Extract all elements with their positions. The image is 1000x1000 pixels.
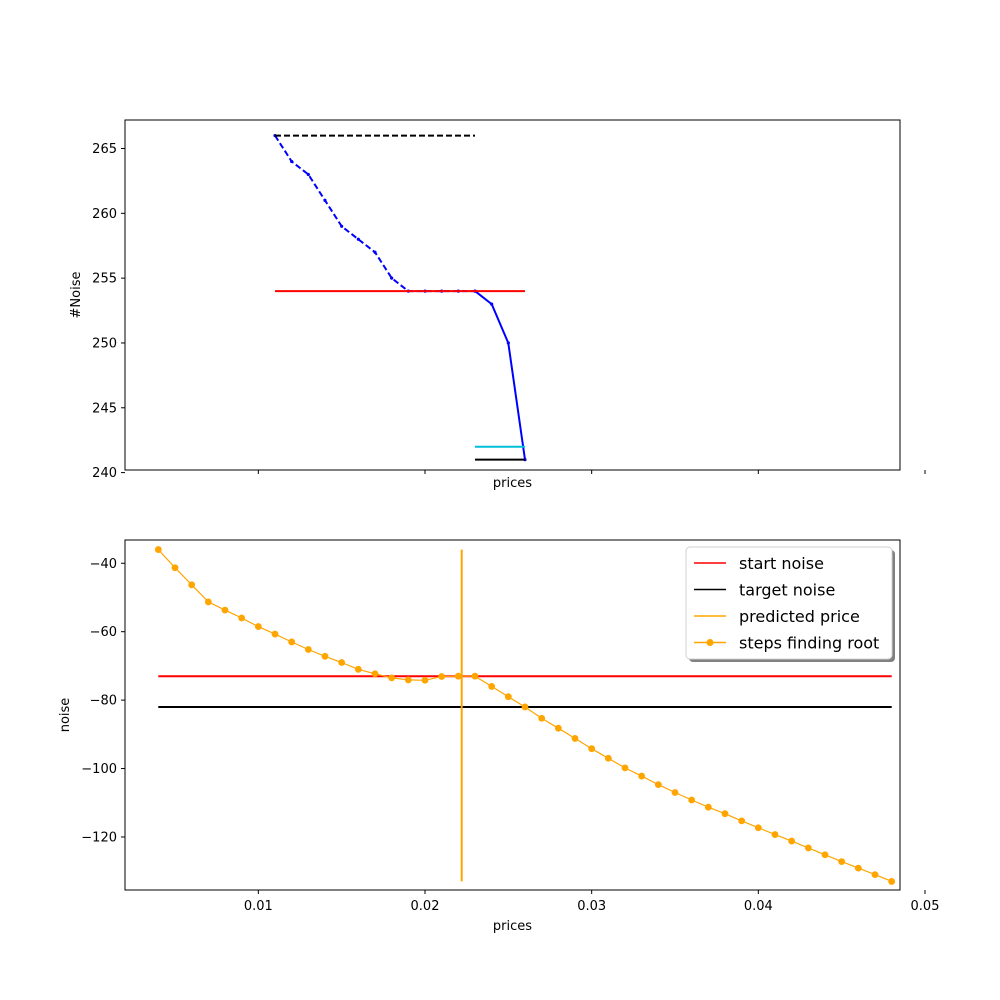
data-point	[521, 703, 529, 711]
top-plot: 240 245 250 255 260 265 prices #Noise	[69, 119, 926, 491]
series-line-1	[474, 290, 526, 460]
data-point	[738, 817, 746, 825]
data-point	[321, 652, 329, 660]
data-point	[354, 665, 362, 673]
x-tick-label: 0.01	[244, 899, 273, 914]
series-3	[154, 546, 896, 885]
legend-label: start noise	[739, 554, 824, 573]
data-point	[504, 693, 512, 701]
data-point	[671, 789, 679, 796]
data-point	[421, 676, 429, 684]
data-point	[271, 630, 279, 638]
legend-label: steps finding root	[739, 634, 879, 653]
data-point	[254, 623, 262, 630]
x-tick-label: 0.05	[911, 899, 940, 914]
data-point	[638, 772, 646, 780]
data-point	[188, 581, 196, 589]
y-tick-label: −80	[90, 694, 117, 709]
data-point	[171, 564, 179, 572]
data-point	[621, 764, 629, 772]
data-point	[838, 858, 846, 866]
data-point	[571, 735, 579, 742]
y-tick-label: −60	[90, 625, 117, 640]
data-point	[154, 546, 162, 553]
data-point	[554, 724, 562, 732]
x-axis-label: prices	[493, 476, 532, 491]
x-tick-label: 0.04	[744, 899, 773, 914]
data-point	[371, 670, 379, 678]
series-1	[473, 289, 527, 462]
data-point	[588, 745, 596, 753]
data-point	[221, 606, 229, 614]
x-tick-label: 0.03	[577, 899, 606, 914]
data-point	[471, 672, 479, 680]
data-point	[754, 824, 762, 832]
data-point	[721, 810, 729, 818]
data-point	[488, 683, 496, 690]
plot-frame	[124, 119, 901, 471]
data-point	[288, 638, 296, 646]
data-point	[306, 172, 310, 177]
data-point	[304, 646, 312, 653]
data-point	[356, 237, 360, 241]
data-point	[390, 276, 394, 280]
y-tick-label: −40	[90, 557, 117, 572]
legend-label: target noise	[739, 581, 835, 600]
series-line-0	[274, 135, 475, 293]
x-tick-label: 0.02	[411, 899, 440, 914]
y-axis-label: #Noise	[69, 272, 84, 319]
y-tick-label: 250	[92, 336, 117, 351]
data-point	[338, 659, 346, 666]
bottom-plot: −40 −60 −80 −100 −120 0.01 0.02 0.03 0.04 0.05 pri…	[58, 539, 940, 934]
data-point	[506, 341, 510, 345]
y-tick-label: −100	[81, 762, 117, 777]
series-0	[273, 133, 477, 293]
data-point	[654, 781, 662, 789]
data-point	[771, 831, 779, 838]
y-tick-label: 245	[92, 401, 117, 416]
data-point	[788, 837, 796, 845]
y-tick-label: 265	[92, 142, 117, 157]
y-axis-label: noise	[58, 698, 73, 733]
plot-frame	[124, 539, 901, 891]
data-point	[821, 851, 829, 859]
legend-box	[685, 546, 893, 660]
data-point	[538, 714, 546, 722]
data-point	[604, 754, 612, 762]
data-point	[388, 674, 396, 682]
legend: start noise target noise predicted price st…	[685, 546, 895, 662]
data-point	[871, 871, 879, 879]
data-point	[438, 673, 446, 680]
legend-label: predicted price	[739, 607, 860, 626]
data-point	[323, 198, 327, 202]
data-point	[204, 598, 212, 606]
legend-marker	[706, 639, 714, 646]
y-tick-label: 240	[92, 466, 117, 481]
data-point	[854, 864, 862, 872]
x-axis-label: prices	[493, 919, 532, 934]
data-point	[490, 302, 494, 306]
data-point	[688, 796, 696, 804]
data-point	[290, 159, 294, 164]
data-point	[804, 844, 812, 852]
data-point	[404, 676, 412, 684]
data-point	[373, 250, 377, 254]
data-point	[888, 878, 896, 885]
data-point	[454, 672, 462, 680]
y-tick-label: 255	[92, 272, 117, 287]
y-tick-label: −120	[81, 830, 117, 845]
data-point	[340, 224, 344, 228]
y-tick-label: 260	[92, 207, 117, 222]
data-point	[704, 803, 712, 811]
data-point	[238, 614, 246, 622]
